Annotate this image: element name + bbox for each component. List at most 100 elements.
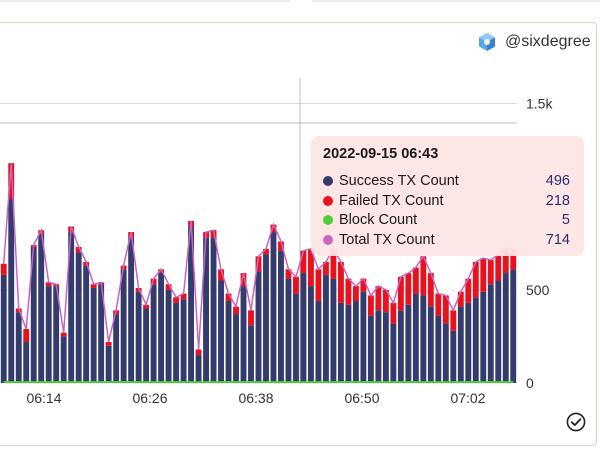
bar-success [98,284,105,383]
x-tick-label: 07:02 [450,390,485,406]
brand-name: @sixdegree [505,33,591,50]
bar-failed [427,273,434,307]
bar-success [450,330,457,383]
bar-success [278,250,284,383]
bar-success [337,302,344,383]
tooltip-row-failed: Failed TX Count 218 [323,191,570,211]
top-divider-right [312,0,600,2]
bar-success [322,274,329,383]
bar-success [472,297,479,383]
cube-logo-icon [479,33,495,51]
bar-success [457,306,464,383]
bar-success [203,237,209,383]
bar-failed [487,260,494,285]
tooltip-series-value: 218 [545,192,570,209]
bar-failed [412,267,419,294]
bar-success [382,312,389,383]
bar-success [435,315,442,383]
tooltip: 2022-09-15 06:43 Success TX Count 496 Fa… [311,136,584,256]
bar-success [405,304,412,383]
bar-success [83,265,90,383]
bar-failed [352,286,359,302]
bar-failed [105,342,112,346]
bar-success [412,293,419,383]
bar-failed [495,254,502,281]
bar-success [113,314,120,383]
tooltip-row-success: Success TX Count 496 [323,171,570,191]
bar-failed [23,328,30,343]
bar-success [487,284,494,383]
bar-success [8,198,15,383]
bar-success [15,312,22,383]
bar-failed [165,284,172,290]
bar-success [300,273,307,383]
bar-failed [480,258,487,292]
tooltip-series-name: Total TX Count [339,231,435,248]
bar-success [367,315,374,383]
bar-success [158,273,165,383]
bar-success [285,278,292,383]
bar-success [375,310,382,383]
bar-success [248,325,254,383]
tooltip-series-name: Failed TX Count [339,192,444,209]
bar-failed [472,261,479,298]
bar-success [360,291,367,383]
bar-success [255,271,262,383]
bar-success [352,301,359,383]
success-dot-icon [323,175,333,186]
bar-success [218,280,224,383]
bar-success [308,286,314,383]
bar-success [23,342,30,383]
bar-success [233,314,239,383]
bar-success [60,336,67,383]
bar-success [270,232,277,383]
bar-failed [308,248,314,287]
bar-failed [345,278,352,305]
bar-failed [0,263,7,275]
bar-failed [382,289,389,313]
failed-dot-icon [323,195,333,206]
bar-failed [240,273,247,287]
bar-failed [510,248,517,270]
tooltip-series-value: 714 [545,231,570,248]
bar-failed [322,261,329,275]
total-dot-icon [323,234,333,245]
bar-success [263,254,269,383]
bar-failed [293,276,299,294]
bar-failed [218,269,224,281]
bar-failed [180,293,187,300]
y-tick-label: 0 [526,375,534,391]
bar-success [225,301,232,383]
bar-success [195,355,202,383]
bar-failed [143,304,150,309]
bar-success [210,237,217,383]
bar-failed [75,246,82,253]
bar-failed [270,224,277,233]
bar-success [502,273,509,383]
bar-success [75,252,82,383]
tooltip-title: 2022-09-15 06:43 [323,146,439,162]
bar-failed [457,291,464,307]
bar-failed [337,261,344,303]
tooltip-row-total: Total TX Count 714 [323,230,570,250]
top-divider-left [0,0,290,2]
check-circle-icon[interactable] [566,412,586,432]
bar-success [330,278,337,383]
bar-failed [367,295,374,316]
brand[interactable]: @sixdegree [477,32,591,52]
bar-failed [8,163,15,199]
x-tick-label: 06:14 [26,390,61,406]
bar-failed [450,310,457,331]
bar-failed [158,269,165,274]
bar-success [510,269,517,383]
bar-success [188,226,195,383]
bar-success [90,287,97,383]
bar-success [173,302,180,383]
bar-failed [195,349,202,356]
bar-failed [360,278,367,292]
block-dot-icon [323,215,333,226]
bar-failed [45,282,52,287]
bar-success [315,301,322,383]
bar-failed [397,276,404,311]
